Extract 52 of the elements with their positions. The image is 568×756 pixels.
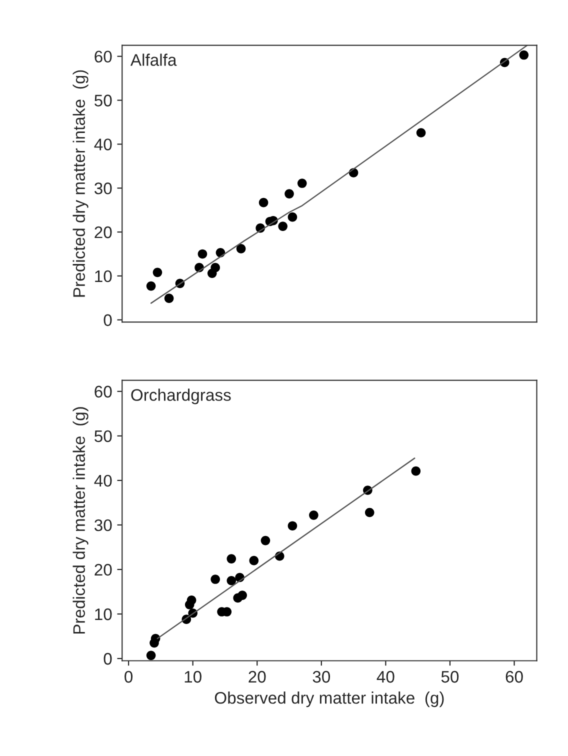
point	[198, 249, 208, 259]
x-tick-label: 50	[441, 670, 459, 683]
x-tick-label: 30	[312, 670, 330, 683]
point	[260, 536, 270, 546]
annotation: Orchardgrass	[131, 388, 231, 404]
point	[146, 281, 156, 291]
y-tick-label: 0	[104, 314, 112, 326]
y-axis-title: Predicted dry matter intake (g)	[72, 70, 88, 297]
point	[210, 262, 220, 272]
point	[297, 178, 307, 188]
point	[249, 556, 259, 566]
y-tick-label: 60	[94, 386, 112, 398]
point	[278, 222, 288, 231]
point	[152, 268, 162, 278]
y-axis-title: Predicted dry matter intake (g)	[72, 407, 88, 634]
point	[364, 508, 374, 518]
x-tick-label: 60	[506, 670, 523, 683]
point	[186, 596, 196, 605]
point	[288, 521, 298, 531]
point	[236, 244, 246, 254]
x-tick-label: 10	[184, 670, 202, 683]
point	[238, 590, 247, 600]
x-axis-title: Observed dry matter intake (g)	[214, 692, 444, 708]
y-tick-label: 10	[95, 270, 112, 282]
y-tick-label: 20	[94, 226, 112, 238]
point	[164, 294, 174, 303]
y-tick-label: 50	[94, 430, 112, 442]
x-tick-label: 40	[376, 670, 394, 683]
y-tick-label: 0	[104, 652, 112, 665]
y-tick-label: 40	[94, 474, 112, 487]
point	[226, 554, 236, 564]
annotation: Alfalfa	[130, 54, 177, 66]
x-tick-label: 20	[248, 670, 266, 683]
y-tick-label: 10	[95, 608, 112, 620]
point	[309, 510, 318, 520]
y-tick-label: 60	[94, 50, 112, 63]
y-tick-label: 50	[94, 94, 112, 106]
point	[258, 198, 268, 208]
point	[146, 650, 156, 660]
x-tick-label: 0	[124, 670, 133, 683]
y-tick-label: 40	[94, 138, 112, 150]
point	[210, 574, 220, 584]
point	[416, 128, 426, 138]
point	[150, 634, 160, 644]
point	[519, 50, 529, 60]
point	[411, 466, 421, 476]
y-tick-label: 30	[94, 182, 112, 194]
point	[226, 576, 236, 586]
point	[284, 189, 294, 198]
y-tick-label: 30	[94, 519, 112, 532]
point	[288, 212, 298, 222]
y-tick-label: 20	[94, 564, 112, 576]
